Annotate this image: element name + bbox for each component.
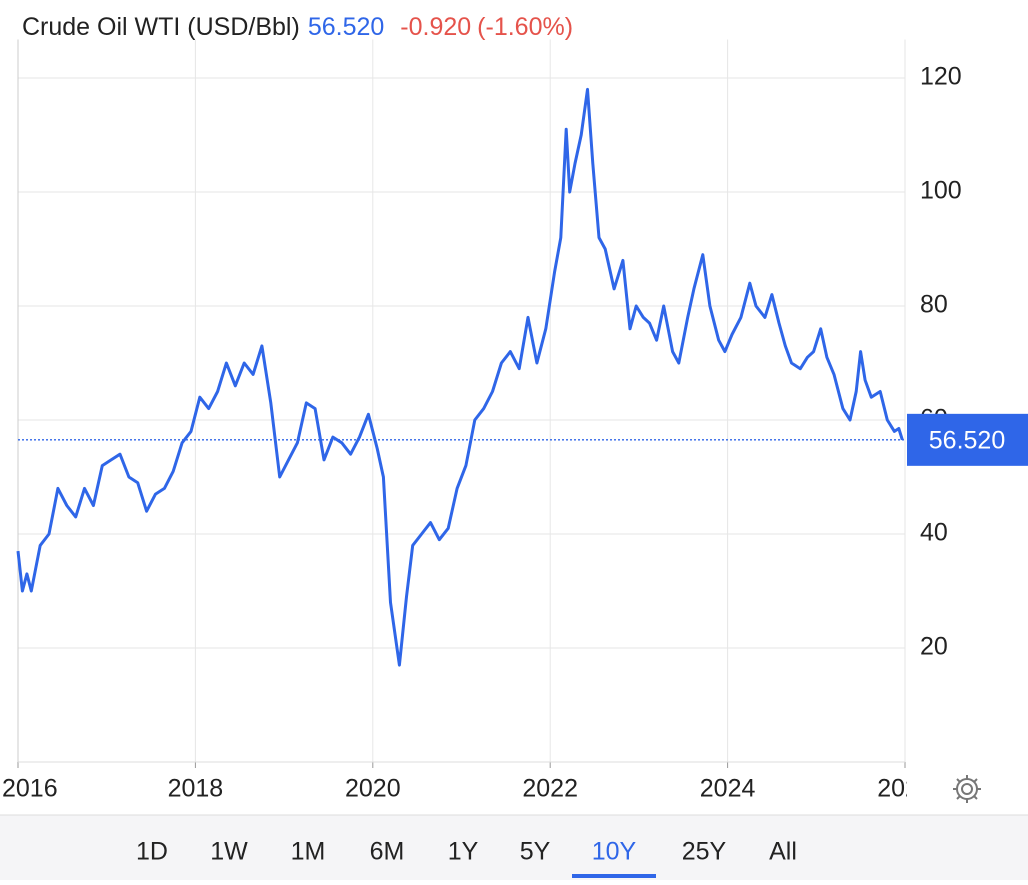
range-button[interactable]: 1Y [448, 838, 479, 866]
settings-icon[interactable] [953, 775, 981, 803]
y-tick-label: 80 [920, 291, 948, 319]
x-tick-label: 2024 [700, 775, 756, 803]
x-tick-label: 2022 [522, 775, 578, 803]
range-button[interactable]: 5Y [520, 838, 551, 866]
y-tick-label: 20 [920, 633, 948, 661]
x-tick-label: 2016 [2, 775, 58, 803]
header-change-percent: (-1.60%) [477, 13, 573, 41]
x-tick-label: 2020 [345, 775, 401, 803]
range-button[interactable]: 1D [136, 838, 168, 866]
y-tick-label: 40 [920, 519, 948, 547]
chart-header: Crude Oil WTI (USD/Bbl) 56.520 -0.920 (-1.6… [22, 13, 573, 41]
last-price-tag-label: 56.520 [929, 426, 1005, 454]
price-line [16, 87, 904, 667]
y-tick-label: 100 [920, 177, 962, 205]
last-price-tag [907, 413, 1028, 466]
x-tick-labels: 2016 2018 2020 2022 2024 2026 [2, 775, 933, 803]
range-button[interactable]: 1M [291, 838, 326, 866]
header-change: -0.920 [400, 13, 471, 41]
range-bar [0, 815, 1028, 880]
active-range-underline [572, 874, 656, 878]
range-button[interactable]: All [769, 838, 797, 866]
y-tick-label: 120 [920, 63, 962, 91]
chart-title: Crude Oil WTI (USD/Bbl) [22, 13, 300, 41]
range-button[interactable]: 1W [210, 838, 248, 866]
range-button[interactable]: 6M [370, 838, 405, 866]
range-button[interactable]: 10Y [592, 838, 637, 866]
header-price: 56.520 [308, 13, 384, 41]
range-button[interactable]: 25Y [682, 838, 727, 866]
x-tick-label: 2026 [877, 775, 933, 803]
x-tick-label: 2018 [168, 775, 224, 803]
